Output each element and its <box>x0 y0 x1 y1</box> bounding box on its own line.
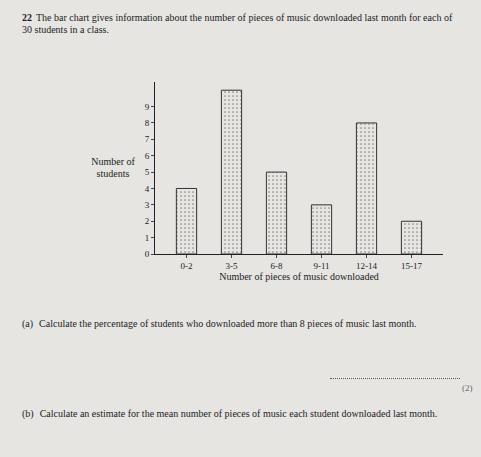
html-text:Calculate the percentage of st: Calculate the percentage of students who… <box>39 318 417 329</box>
svg-text:4: 4 <box>145 184 150 194</box>
svg-text:2: 2 <box>145 216 150 226</box>
svg-text:1: 1 <box>145 233 150 243</box>
svg-text:3-5: 3-5 <box>226 261 238 271</box>
svg-text:9-11: 9-11 <box>313 261 329 271</box>
html-text:The bar chart gives informatio: The bar chart gives information about th… <box>22 12 453 35</box>
html-text:22: 22 <box>22 12 32 23</box>
svg-text:5: 5 <box>145 167 150 177</box>
svg-text:3: 3 <box>145 200 150 210</box>
svg-text:6-8: 6-8 <box>271 261 283 271</box>
html-text:(a): (a) <box>22 318 34 329</box>
svg-text:0-2: 0-2 <box>181 261 193 271</box>
svg-text:0: 0 <box>145 249 150 259</box>
svg-text:7: 7 <box>145 134 150 144</box>
svg-text:Number of pieces of music down: Number of pieces of music downloaded <box>219 271 379 282</box>
html-text:(2): (2) <box>462 383 473 393</box>
html-text:Number of students: Number of students <box>91 156 135 179</box>
svg-text:6: 6 <box>145 151 150 161</box>
svg-text:9: 9 <box>145 102 150 112</box>
html-text:Calculate an estimate for the: Calculate an estimate for the mean numbe… <box>39 408 438 419</box>
html-text:(b): (b) <box>22 408 34 419</box>
svg-text:8: 8 <box>145 118 150 128</box>
svg-text:15-17: 15-17 <box>401 261 422 271</box>
svg-text:12-14: 12-14 <box>356 261 377 271</box>
